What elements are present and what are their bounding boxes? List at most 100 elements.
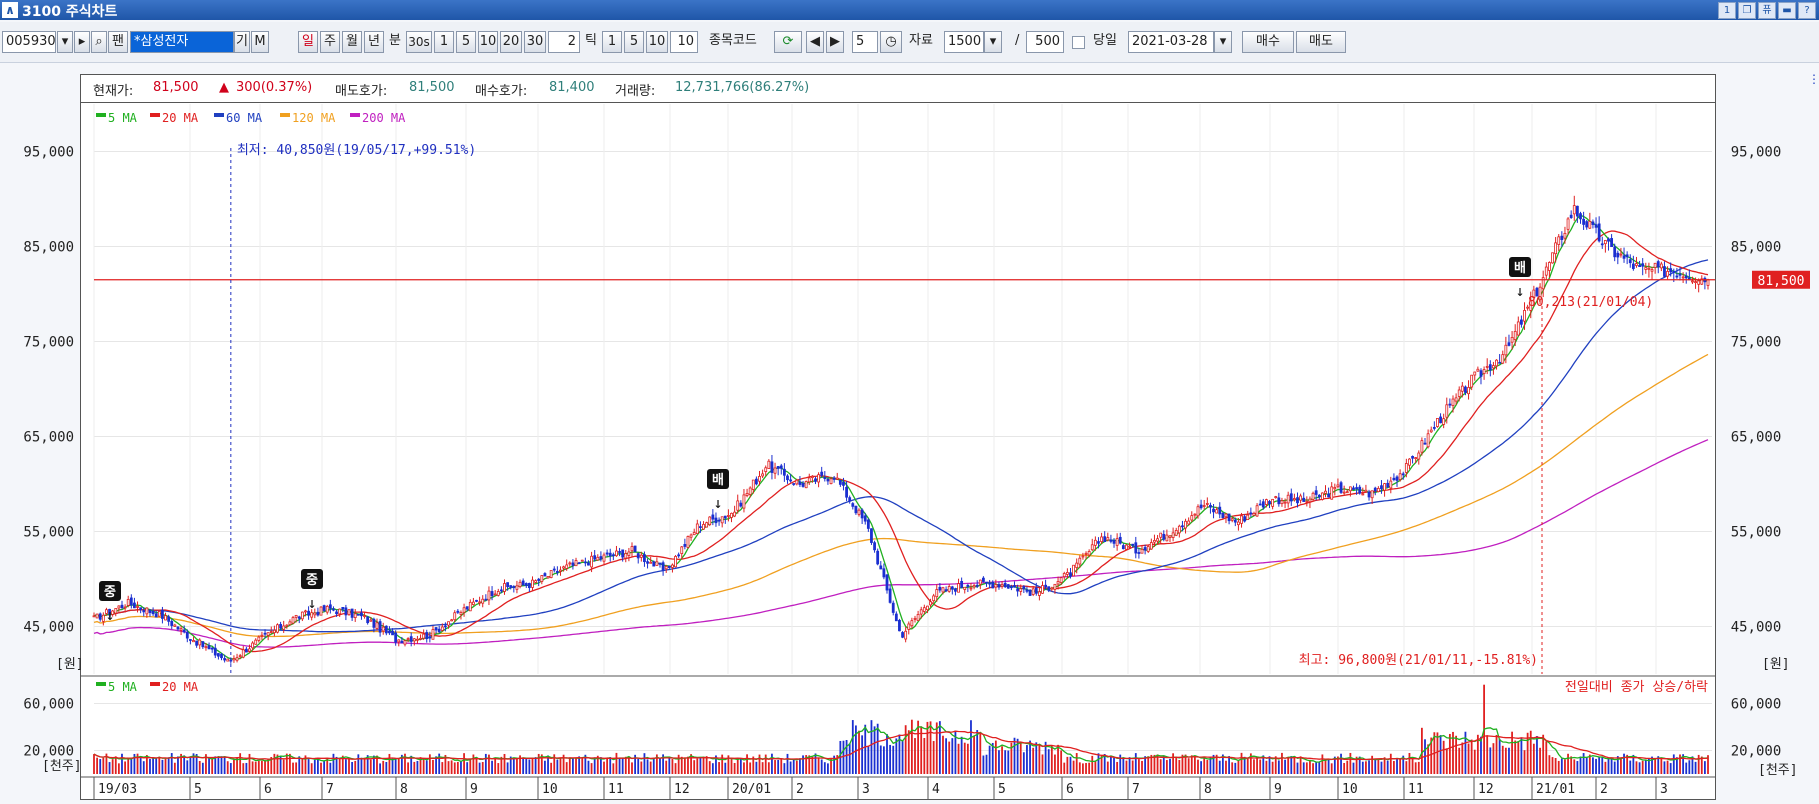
volume-bar	[1573, 759, 1576, 774]
candle-body	[279, 624, 282, 629]
signal-badge-label: 배	[1514, 260, 1526, 276]
volume-bar	[1277, 760, 1280, 774]
tick-10-button[interactable]: 10	[646, 31, 668, 53]
volume-bar	[957, 743, 960, 774]
candle-body	[1056, 581, 1060, 585]
candle-body	[1675, 275, 1679, 278]
volume-bar	[363, 757, 366, 774]
volume-bar	[1234, 762, 1237, 774]
minute-30s-button[interactable]: 30s	[406, 31, 432, 53]
volume-bar	[1200, 761, 1202, 774]
data-total-input[interactable]: 500	[1026, 31, 1064, 53]
candle-body	[1348, 486, 1352, 492]
minute-10-button[interactable]: 10	[478, 31, 498, 53]
volume-bar	[584, 754, 587, 774]
volume-bar	[864, 724, 867, 774]
volume-bar	[1672, 754, 1675, 774]
gi-button[interactable]: 기	[234, 31, 250, 53]
candle-body	[244, 648, 248, 653]
volume-bar	[1228, 756, 1230, 774]
volume-bar	[808, 755, 811, 774]
volume-bar	[655, 754, 658, 774]
minute-1-button[interactable]: 1	[434, 31, 454, 53]
volume-bar	[1349, 752, 1352, 774]
date-chevron-icon[interactable]: ▾	[1214, 31, 1232, 53]
volume-bar	[1427, 744, 1430, 774]
refresh-icon[interactable]: ⟳	[774, 31, 802, 53]
tab-daily[interactable]: 일	[298, 31, 318, 53]
next-arrow-icon[interactable]: ▶	[826, 31, 844, 53]
hanja-icon[interactable]: 팬	[108, 31, 128, 53]
volume-bar	[1197, 759, 1199, 774]
minute-30-button[interactable]: 30	[524, 31, 546, 53]
chevron-down-icon[interactable]: ▾	[984, 31, 1002, 53]
volume-bar	[145, 755, 148, 774]
candle-body	[1557, 236, 1561, 245]
volume-bar	[298, 756, 301, 774]
candle-body	[683, 544, 687, 547]
volume-bar	[786, 753, 789, 774]
pin-icon[interactable]: 퓨	[1758, 2, 1776, 19]
candle-body	[1003, 582, 1007, 588]
buy-button[interactable]: 매수	[1242, 31, 1294, 53]
candle-body	[845, 486, 848, 498]
step-input[interactable]: 5	[852, 31, 878, 53]
volume-bar	[718, 762, 720, 774]
volume-bar	[1172, 753, 1175, 774]
restore-icon[interactable]: ❐	[1738, 2, 1756, 19]
candle-body	[767, 460, 771, 469]
tick-1-button[interactable]: 1	[602, 31, 622, 53]
candle-body	[913, 617, 917, 620]
today-checkbox[interactable]	[1072, 36, 1085, 49]
tab-minute[interactable]: 분	[389, 33, 401, 48]
volume-bar	[180, 753, 182, 774]
candle-body	[1691, 280, 1694, 283]
candle-body	[294, 615, 298, 618]
volume-bar	[335, 756, 338, 774]
data-count-select[interactable]: 1500	[944, 31, 984, 53]
volume-bar	[1019, 743, 1022, 774]
tick-custom-input[interactable]: 10	[670, 31, 698, 53]
tick-5-button[interactable]: 5	[624, 31, 644, 53]
minimize-icon[interactable]: ▬	[1778, 2, 1796, 19]
candle-body	[1019, 588, 1023, 592]
prev-arrow-icon[interactable]: ◀	[806, 31, 824, 53]
volume-bar	[1212, 754, 1215, 774]
y-tick-left: 65,000	[23, 430, 74, 446]
ma20-line	[93, 230, 1709, 653]
candle-body	[764, 467, 768, 472]
candle-body	[1386, 482, 1390, 488]
search-icon[interactable]: ⌕	[91, 31, 107, 53]
sell-button[interactable]: 매도	[1296, 31, 1346, 53]
volume-bar	[167, 757, 170, 774]
date-select[interactable]: 2021-03-28	[1128, 31, 1214, 53]
price-legend-swatch	[96, 113, 106, 117]
volume-bar	[491, 760, 493, 774]
candle-body	[198, 639, 202, 646]
minute-20-button[interactable]: 20	[500, 31, 522, 53]
volume-bar	[1253, 759, 1255, 774]
candle-body	[1265, 499, 1268, 505]
dropdown-arrow-icon[interactable]: ▾	[57, 31, 73, 53]
stock-code-input[interactable]: 005930	[2, 31, 56, 53]
tab-monthly[interactable]: 월	[342, 31, 362, 53]
link-icon[interactable]: 1	[1718, 2, 1736, 19]
stock-name-field[interactable]: *삼성전자	[130, 31, 234, 53]
tab-weekly[interactable]: 주	[320, 31, 340, 53]
minute-5-button[interactable]: 5	[456, 31, 476, 53]
volume-bar	[1274, 756, 1277, 774]
volume-bar	[1548, 755, 1551, 774]
volume-bar	[1085, 763, 1087, 774]
clock-icon[interactable]: ◷	[880, 31, 902, 53]
m-button[interactable]: M	[251, 31, 269, 53]
candle-body	[758, 475, 761, 482]
tab-yearly[interactable]: 년	[364, 31, 384, 53]
candle-body	[1109, 539, 1113, 542]
candle-body	[325, 606, 329, 613]
play-icon[interactable]: ▸	[74, 31, 90, 53]
tick-count-input[interactable]: 2	[548, 31, 580, 53]
help-icon[interactable]: ?	[1798, 2, 1816, 19]
candle-body	[882, 568, 886, 578]
grid-toggle-icon[interactable]: ⋮⋮	[1808, 72, 1819, 86]
volume-bar	[1486, 735, 1489, 774]
